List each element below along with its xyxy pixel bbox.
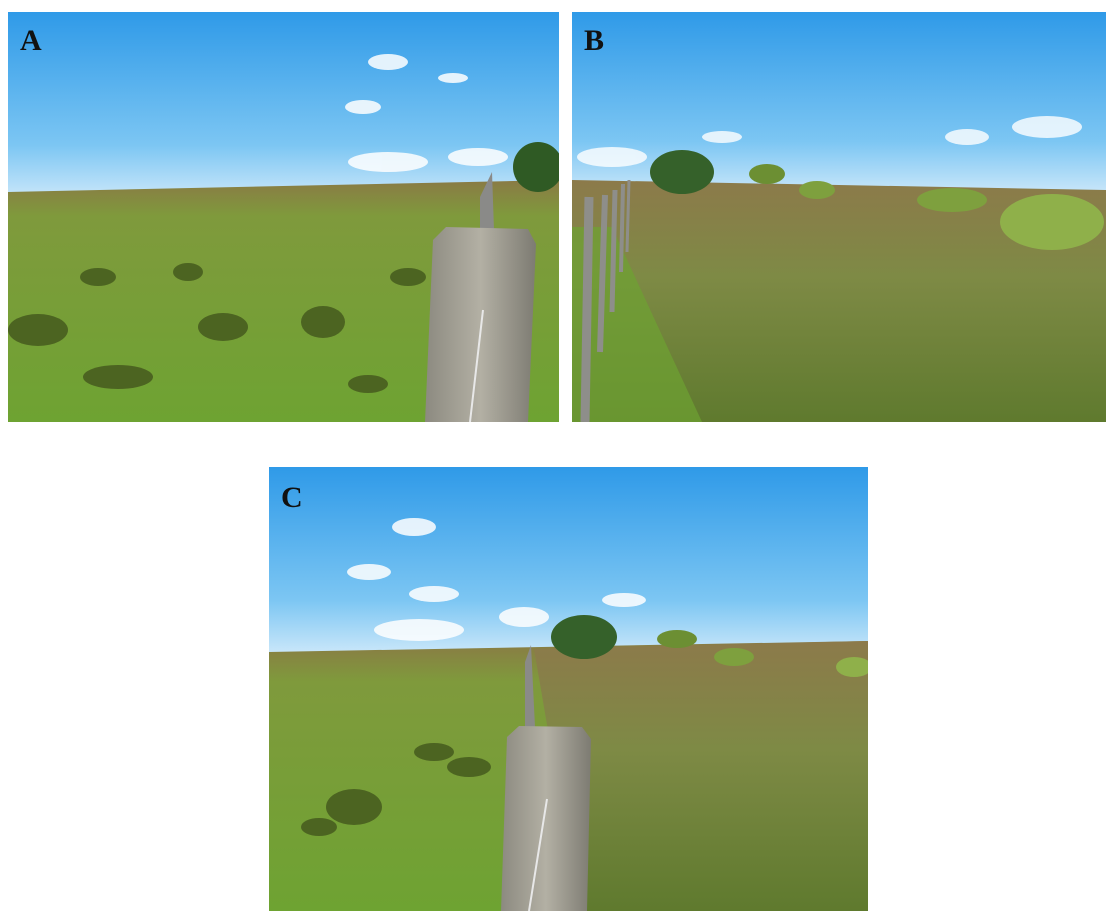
photo-c: C — [269, 467, 872, 911]
bush — [513, 142, 563, 192]
panel-label: C — [281, 481, 303, 514]
fence-post — [501, 726, 591, 911]
panel-label: A — [20, 24, 42, 57]
panel-label: B — [584, 24, 604, 57]
sky — [8, 12, 559, 202]
page: A B — [0, 0, 1106, 911]
figure: A B — [0, 0, 1106, 911]
photo-b: B — [572, 12, 1106, 422]
photo-a: A — [8, 12, 563, 422]
